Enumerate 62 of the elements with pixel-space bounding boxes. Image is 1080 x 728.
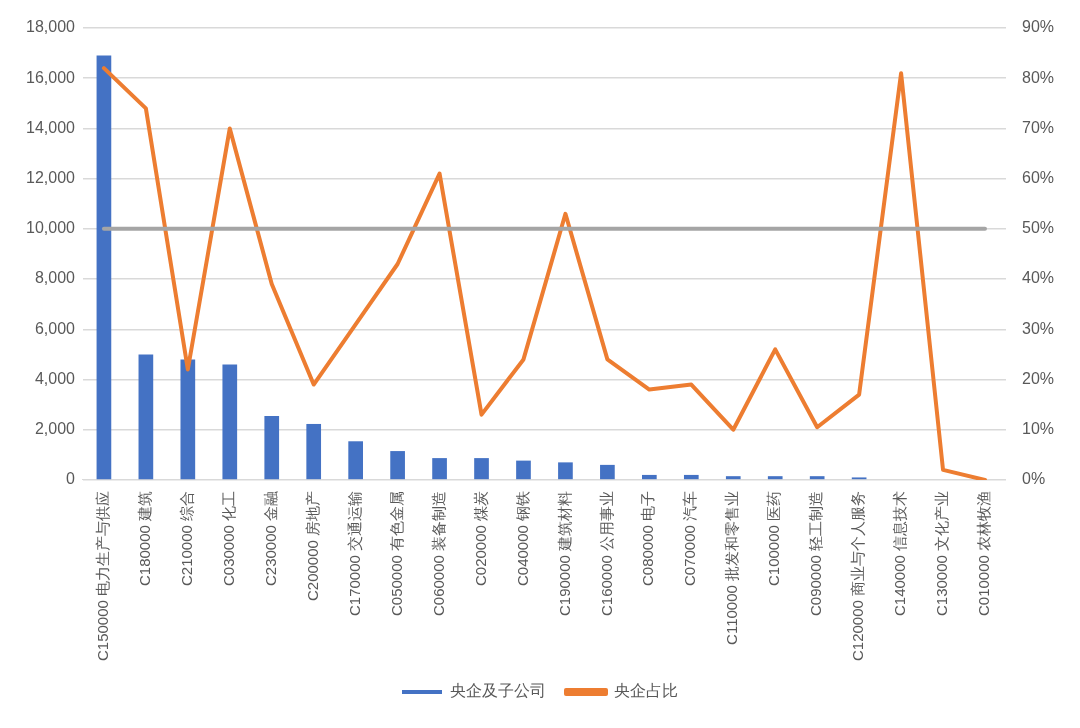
legend-label: 央企占比 — [614, 682, 678, 700]
x-tick-label: C150000 电力生产与供应 — [94, 490, 112, 662]
x-tick-label: C230000 金融 — [261, 490, 279, 587]
y2-tick-label: 80% — [1021, 68, 1055, 86]
y-tick-label: 6,000 — [34, 319, 76, 337]
x-tick-label: C140000 信息技术 — [891, 490, 909, 617]
bar — [306, 423, 322, 480]
x-tick-label: C050000 有色金属 — [387, 490, 405, 617]
y-tick-label: 14,000 — [26, 118, 76, 136]
x-tick-label: C080000 电子 — [639, 490, 657, 587]
y-tick-label: 2,000 — [34, 420, 76, 438]
bar — [767, 476, 783, 480]
bar — [390, 451, 405, 480]
bar — [96, 55, 112, 480]
bar — [138, 354, 154, 480]
y2-tick-label: 70% — [1021, 118, 1055, 136]
y2-tick-label: 90% — [1021, 18, 1055, 36]
y-tick-label: 18,000 — [26, 18, 76, 36]
bar — [432, 458, 447, 480]
bar — [474, 458, 489, 480]
y2-tick-label: 60% — [1021, 169, 1055, 187]
x-tick-label: C210000 综合 — [177, 490, 195, 587]
bar — [348, 441, 363, 480]
bar — [558, 462, 573, 480]
x-tick-label: C200000 房地产 — [303, 490, 321, 602]
bar — [725, 476, 741, 480]
x-tick-label: C180000 建筑 — [136, 490, 154, 587]
x-tick-label: C110000 批发和零售业 — [723, 490, 741, 645]
x-tick-label: C120000 商业与个人服务 — [849, 490, 867, 662]
x-tick-label: C010000 农林牧渔 — [975, 490, 993, 617]
y2-tick-label: 20% — [1021, 369, 1055, 387]
y-tick-label: 12,000 — [26, 169, 76, 187]
bar — [642, 474, 657, 480]
x-tick-label: C060000 装备制造 — [429, 490, 447, 617]
y-tick-label: 10,000 — [26, 219, 76, 237]
x-tick-label: C020000 煤炭 — [471, 490, 489, 587]
x-tick-label: C040000 钢铁 — [513, 490, 531, 587]
x-tick-label: C090000 轻工制造 — [807, 490, 825, 617]
bar — [600, 464, 615, 480]
x-tick-label: C030000 化工 — [219, 490, 237, 587]
bar — [516, 460, 531, 480]
x-tick-label: C100000 医药 — [765, 490, 783, 587]
bar — [683, 474, 699, 480]
x-tick-label: C170000 交通运输 — [345, 490, 363, 617]
bar — [222, 364, 238, 480]
y-tick-label: 16,000 — [26, 68, 76, 86]
y-tick-label: 8,000 — [34, 269, 76, 287]
x-tick-label: C190000 建筑材料 — [555, 490, 573, 617]
y2-tick-label: 50% — [1021, 219, 1055, 237]
legend-label: 央企及子公司 — [450, 682, 546, 700]
bar — [264, 415, 280, 480]
bar — [809, 476, 825, 480]
x-tick-label: C130000 文化产业 — [933, 490, 951, 617]
y2-tick-label: 0% — [1021, 470, 1046, 488]
y2-tick-label: 30% — [1021, 319, 1055, 337]
y2-tick-label: 10% — [1021, 420, 1055, 438]
x-tick-label: C070000 汽车 — [681, 490, 699, 587]
y-tick-label: 4,000 — [34, 369, 76, 387]
x-tick-label: C160000 公用事业 — [597, 490, 615, 617]
y-tick-label: 0 — [66, 470, 76, 488]
bar — [180, 359, 196, 480]
y2-tick-label: 40% — [1021, 269, 1055, 287]
